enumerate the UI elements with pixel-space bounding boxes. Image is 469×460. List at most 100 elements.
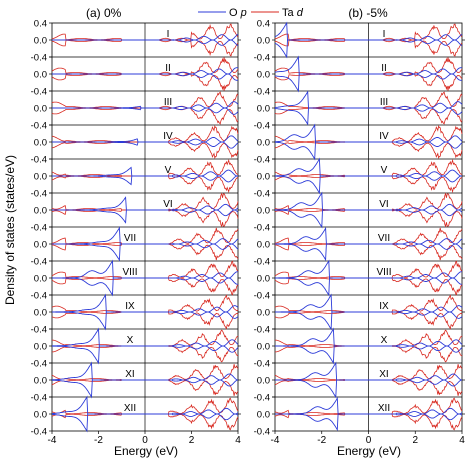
y-tick-label: 0.0	[34, 206, 47, 217]
legend-o-p-label: O p	[229, 7, 247, 19]
row-label: X	[127, 335, 134, 346]
y-tick-label: 0.0	[257, 36, 270, 47]
y-tick-label: -0.4	[31, 325, 47, 336]
y-tick-label: 0.4	[257, 19, 270, 30]
o-p-spin-down-curve	[52, 175, 239, 186]
x-tick-label: 4	[235, 435, 241, 446]
o-p-spin-down-curve	[52, 413, 239, 433]
y-tick-label: 0.0	[34, 36, 47, 47]
y-tick-label: -0.4	[31, 87, 47, 98]
row-label: V	[165, 165, 172, 176]
row-label: IX	[379, 301, 389, 312]
x-tick-label: 2	[412, 435, 418, 446]
o-p-spin-down-curve	[52, 311, 239, 331]
row-label: IV	[163, 131, 173, 142]
o-p-spin-down-curve	[275, 209, 463, 229]
y-tick-label: -0.4	[31, 223, 47, 234]
y-tick-label: 0.0	[257, 138, 270, 149]
y-tick-label: 0.0	[257, 240, 270, 251]
o-p-spin-down-curve	[274, 73, 463, 93]
x-tick-label: 2	[189, 435, 195, 446]
y-tick-label: -0.4	[31, 291, 47, 302]
y-tick-label: 0.0	[34, 240, 47, 251]
o-p-spin-down-curve	[52, 209, 239, 224]
o-p-spin-down-curve	[274, 345, 463, 365]
row-label: XII	[124, 403, 136, 414]
y-tick-label: 0.0	[34, 70, 47, 81]
y-tick-label: -0.4	[31, 359, 47, 370]
row-label: X	[381, 335, 388, 346]
x-tick-label: -2	[317, 435, 326, 446]
y-axis-label: Density of states (states/eV)	[3, 155, 17, 305]
row-label: VIII	[122, 267, 137, 278]
o-p-spin-down-curve	[275, 311, 463, 331]
row-label: III	[380, 97, 388, 108]
y-tick-label: 0.0	[34, 104, 47, 115]
row-label: VII	[378, 233, 390, 244]
y-tick-label: 0.0	[34, 274, 47, 285]
y-tick-label: -0.4	[254, 53, 270, 64]
x-tick-label: 0	[142, 435, 148, 446]
panel-b-x-axis-label: Energy (eV)	[337, 444, 401, 458]
y-tick-label: -0.4	[254, 291, 270, 302]
x-tick-label: -4	[48, 435, 57, 446]
y-tick-label: 0.0	[257, 342, 270, 353]
y-tick-label: 0.0	[257, 104, 270, 115]
row-label: VI	[379, 199, 388, 210]
y-tick-label: 0.0	[257, 308, 270, 319]
y-tick-label: 0.0	[34, 172, 47, 183]
row-label: I	[383, 29, 386, 40]
row-label: XI	[379, 369, 388, 380]
x-tick-label: -2	[94, 435, 103, 446]
row-label: III	[164, 97, 172, 108]
o-p-spin-down-curve	[275, 175, 463, 195]
y-tick-label: 0.0	[34, 342, 47, 353]
row-label: V	[381, 165, 388, 176]
panel-b-title: (b) -5%	[348, 6, 388, 20]
y-tick-label: -0.4	[254, 87, 270, 98]
y-tick-label: 0.4	[34, 19, 47, 30]
o-p-spin-down-curve	[275, 277, 462, 297]
legend: O p Ta d	[198, 7, 304, 19]
y-tick-label: -0.4	[254, 427, 270, 438]
row-label: II	[165, 63, 171, 74]
y-tick-label: 0.0	[257, 206, 270, 217]
y-tick-label: 0.0	[257, 172, 270, 183]
row-label: IX	[125, 301, 135, 312]
o-p-spin-down-curve	[52, 379, 239, 399]
x-tick-label: -4	[271, 435, 280, 446]
y-tick-label: -0.4	[31, 257, 47, 268]
o-p-spin-down-curve	[52, 277, 238, 297]
o-p-spin-down-curve	[275, 141, 463, 161]
y-tick-label: -0.4	[254, 257, 270, 268]
panel-a: -4 -2 0 2 4 0.4 0.0 -0.4 I 0.0 -0.4 II 0.0 -0.4 III 0.0…	[31, 19, 242, 447]
o-p-spin-down-curve	[52, 107, 239, 115]
y-tick-label: -0.4	[254, 325, 270, 336]
row-label: VI	[163, 199, 172, 210]
y-tick-label: 0.0	[34, 138, 47, 149]
y-tick-label: 0.0	[257, 70, 270, 81]
o-p-spin-down-curve	[52, 141, 239, 149]
o-p-spin-down-curve	[274, 107, 463, 126]
row-label: II	[381, 63, 387, 74]
y-tick-label: 0.0	[34, 308, 47, 319]
panel-a-x-axis-label: Energy (eV)	[114, 444, 178, 458]
o-p-spin-down-curve	[52, 73, 239, 81]
row-label: I	[167, 29, 170, 40]
panel-a-title: (a) 0%	[86, 6, 122, 20]
y-tick-label: -0.4	[254, 121, 270, 132]
o-p-spin-down-curve	[275, 413, 463, 432]
y-tick-label: -0.4	[31, 53, 47, 64]
y-tick-label: -0.4	[31, 189, 47, 200]
y-tick-label: -0.4	[31, 155, 47, 166]
x-tick-label: 0	[366, 435, 372, 446]
row-label: IV	[379, 131, 389, 142]
y-tick-label: 0.0	[257, 376, 270, 387]
x-tick-label: 4	[459, 435, 465, 446]
y-tick-label: -0.4	[254, 359, 270, 370]
y-tick-label: -0.4	[31, 393, 47, 404]
y-tick-label: -0.4	[31, 427, 47, 438]
row-label: XI	[125, 369, 134, 380]
o-p-spin-down-curve	[52, 345, 239, 365]
